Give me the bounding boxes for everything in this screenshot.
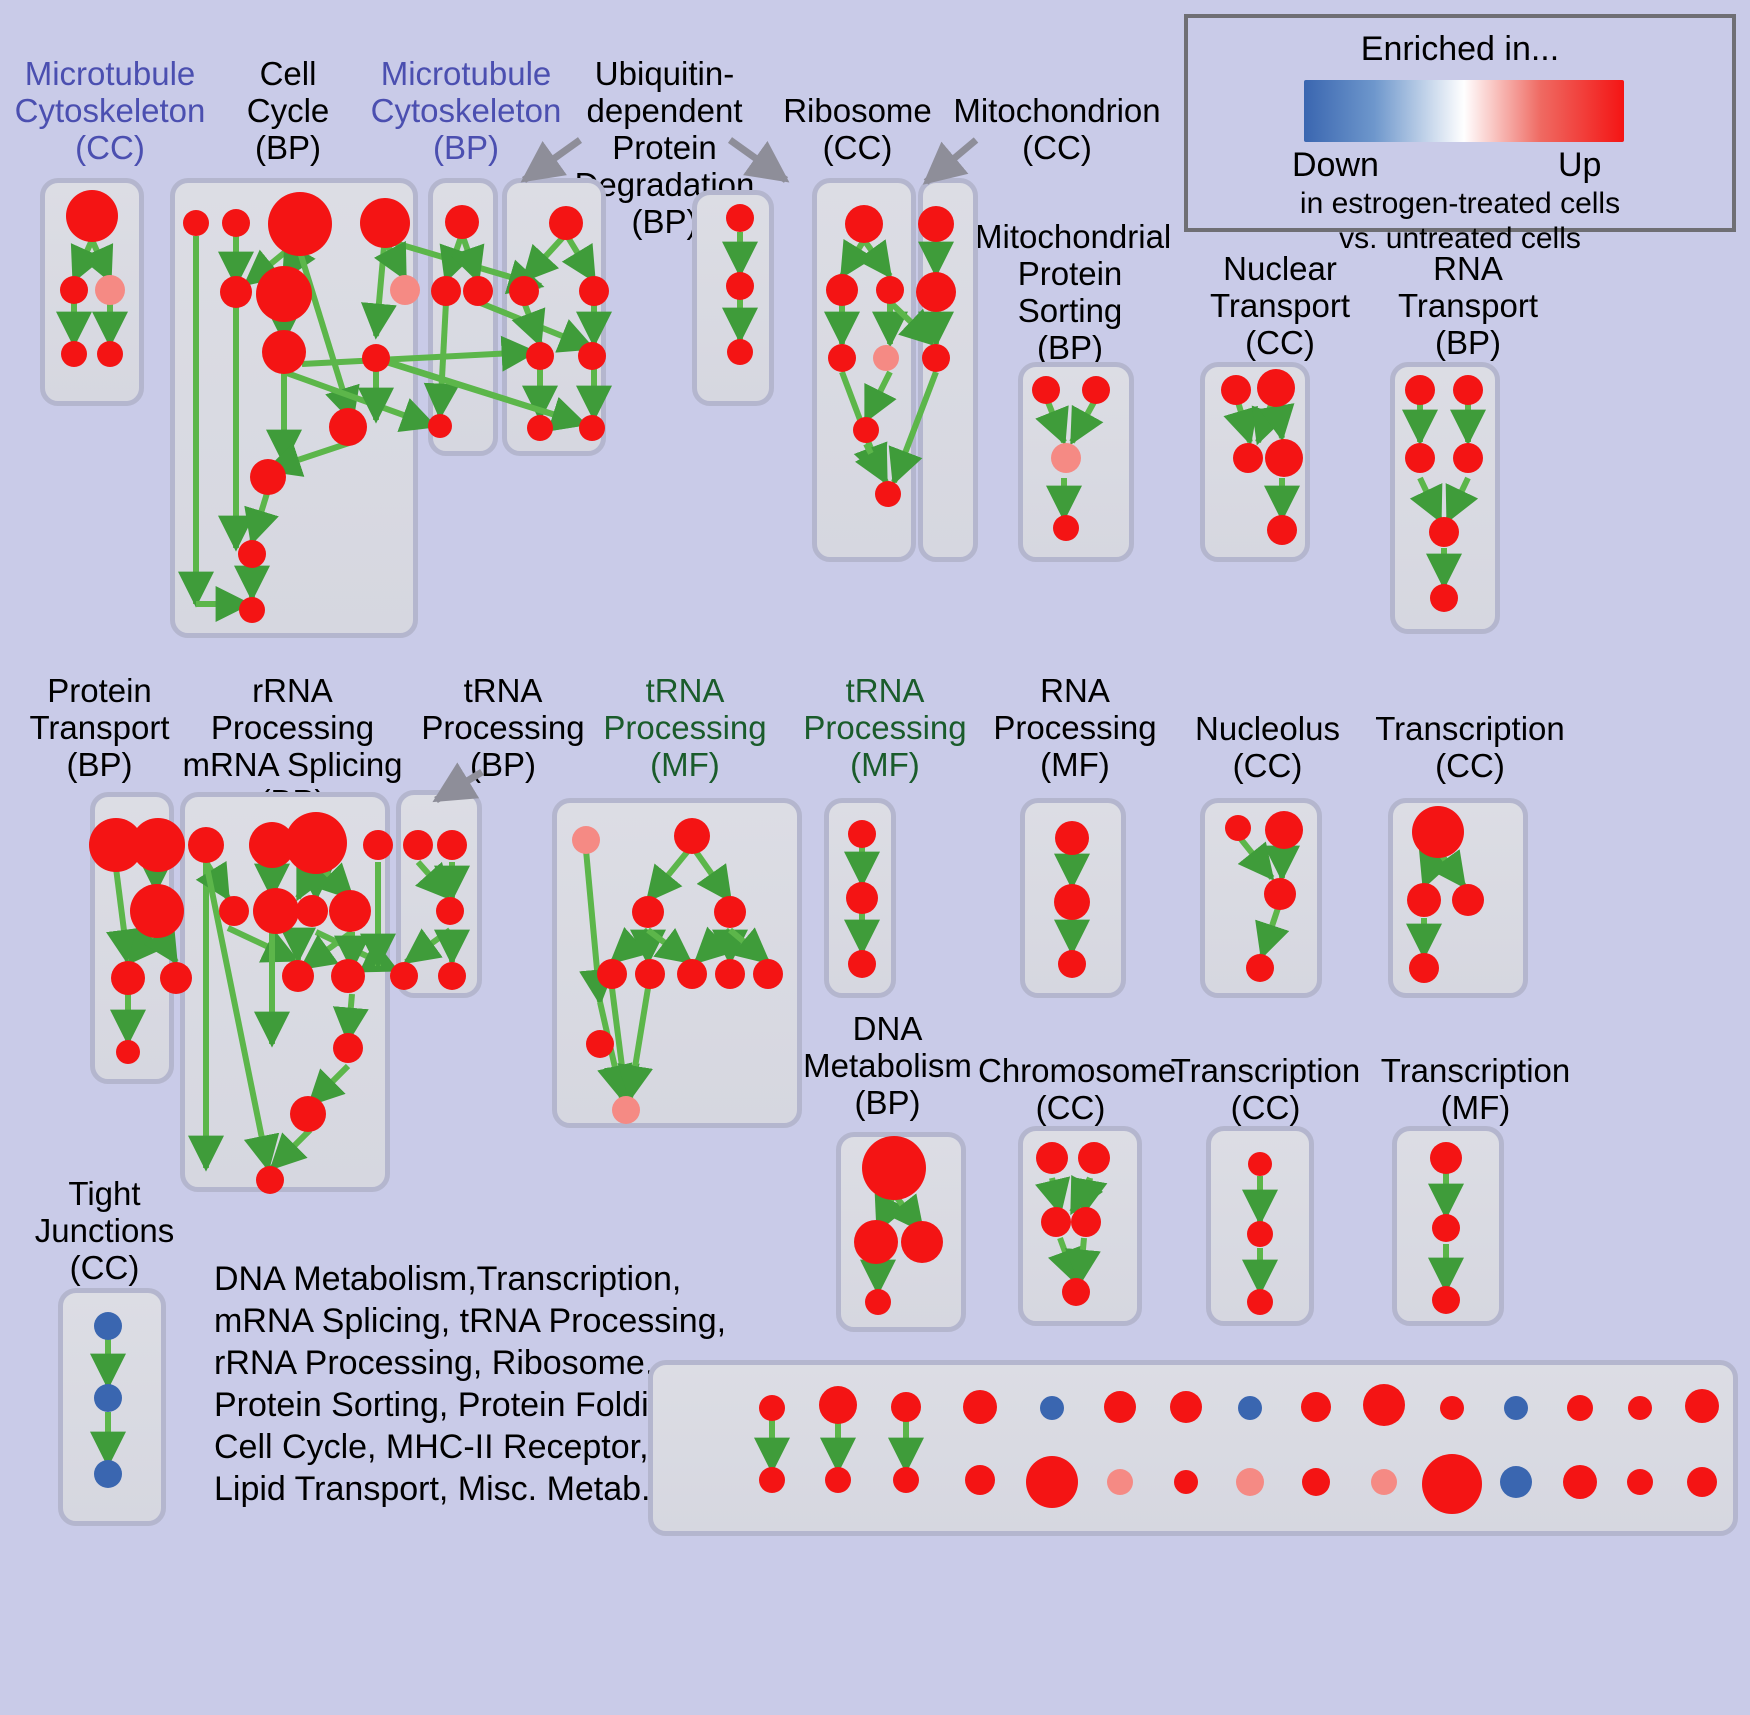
label-transcription-cc-lower: Transcription (CC) — [1170, 1052, 1361, 1126]
legend-title: Enriched in... — [1360, 30, 1560, 68]
cluster-trna-processing-mf-small[interactable] — [824, 798, 896, 998]
cluster-cell-cycle-bp[interactable] — [170, 178, 418, 638]
legend-box: Enriched in... Down Up in estrogen-treat… — [1184, 14, 1736, 255]
cluster-microtubule-cytoskeleton-cc[interactable] — [40, 178, 144, 406]
label-rna-transport-bp: RNA Transport (BP) — [1398, 250, 1538, 361]
cluster-protein-transport-bp[interactable] — [90, 792, 174, 1084]
label-mitochondrial-protein-sorting-bp: Mitochondrial Protein Sorting (BP) — [975, 218, 1172, 366]
cluster-misc-strip[interactable] — [648, 1360, 1738, 1536]
label-nuclear-transport-cc: Nuclear Transport (CC) — [1210, 250, 1350, 361]
label-transcription-mf: Transcription (MF) — [1380, 1052, 1571, 1126]
cluster-rna-transport-bp[interactable] — [1390, 362, 1500, 634]
cluster-rna-processing-mf[interactable] — [1020, 798, 1126, 998]
label-trna-processing-mf-small: tRNA Processing (MF) — [803, 672, 967, 783]
label-microtubule-cytoskeleton-bp: Microtubule Cytoskeleton (BP) — [370, 55, 562, 166]
cluster-microtubule-cytoskeleton-bp[interactable] — [428, 178, 498, 456]
label-transcription-cc-right: Transcription (CC) — [1375, 710, 1565, 784]
label-rna-processing-mf: RNA Processing (MF) — [993, 672, 1157, 783]
legend-up-label: Up — [1558, 146, 1602, 184]
label-cell-cycle-bp: Cell Cycle (BP) — [246, 55, 330, 166]
misc-strip-caption: DNA Metabolism,Transcription, mRNA Splic… — [214, 1260, 727, 1508]
label-mitochondrion-cc: Mitochondrion (CC) — [953, 92, 1161, 166]
cluster-nucleolus-cc[interactable] — [1200, 798, 1322, 998]
label-nucleolus-cc: Nucleolus (CC) — [1195, 710, 1340, 784]
cluster-mitochondrion-cc[interactable] — [918, 178, 978, 562]
cluster-chromosome-cc[interactable] — [1018, 1126, 1142, 1326]
cluster-ribosome-cc[interactable] — [812, 178, 916, 562]
cluster-tight-junctions-cc[interactable] — [58, 1288, 166, 1526]
cluster-trna-processing-mf-large[interactable] — [552, 798, 802, 1128]
label-ribosome-cc: Ribosome (CC) — [783, 92, 932, 166]
label-trna-processing-bp: tRNA Processing (BP) — [421, 672, 585, 783]
legend-subtitle: in estrogen-treated cells vs. untreated … — [1299, 187, 1621, 255]
cluster-ubiquitin-protein-degradation-bp[interactable] — [502, 178, 606, 456]
cluster-transcription-mf[interactable] — [1392, 1126, 1504, 1326]
cluster-rrna-mrna-splicing-bp[interactable] — [180, 792, 390, 1192]
label-microtubule-cytoskeleton-cc: Microtubule Cytoskeleton (CC) — [14, 55, 206, 166]
cluster-trna-processing-bp[interactable] — [396, 790, 482, 998]
legend-down-label: Down — [1292, 146, 1379, 184]
label-tight-junctions-cc: Tight Junctions (CC) — [34, 1175, 175, 1286]
label-chromosome-cc: Chromosome (CC) — [978, 1052, 1177, 1126]
label-dna-metabolism-bp: DNA Metabolism (BP) — [803, 1010, 972, 1121]
cluster-mitochondrial-protein-sorting-bp[interactable] — [1018, 362, 1134, 562]
cluster-transcription-cc-right[interactable] — [1388, 798, 1528, 998]
label-trna-processing-mf-large: tRNA Processing (MF) — [603, 672, 767, 783]
cluster-transcription-cc-lower[interactable] — [1206, 1126, 1314, 1326]
cluster-ubiquitin-chain[interactable] — [692, 190, 774, 406]
label-protein-transport-bp: Protein Transport (BP) — [29, 672, 170, 783]
cluster-nuclear-transport-cc[interactable] — [1200, 362, 1310, 562]
legend-color-bar — [1304, 80, 1624, 142]
cluster-dna-metabolism-bp[interactable] — [836, 1132, 966, 1332]
